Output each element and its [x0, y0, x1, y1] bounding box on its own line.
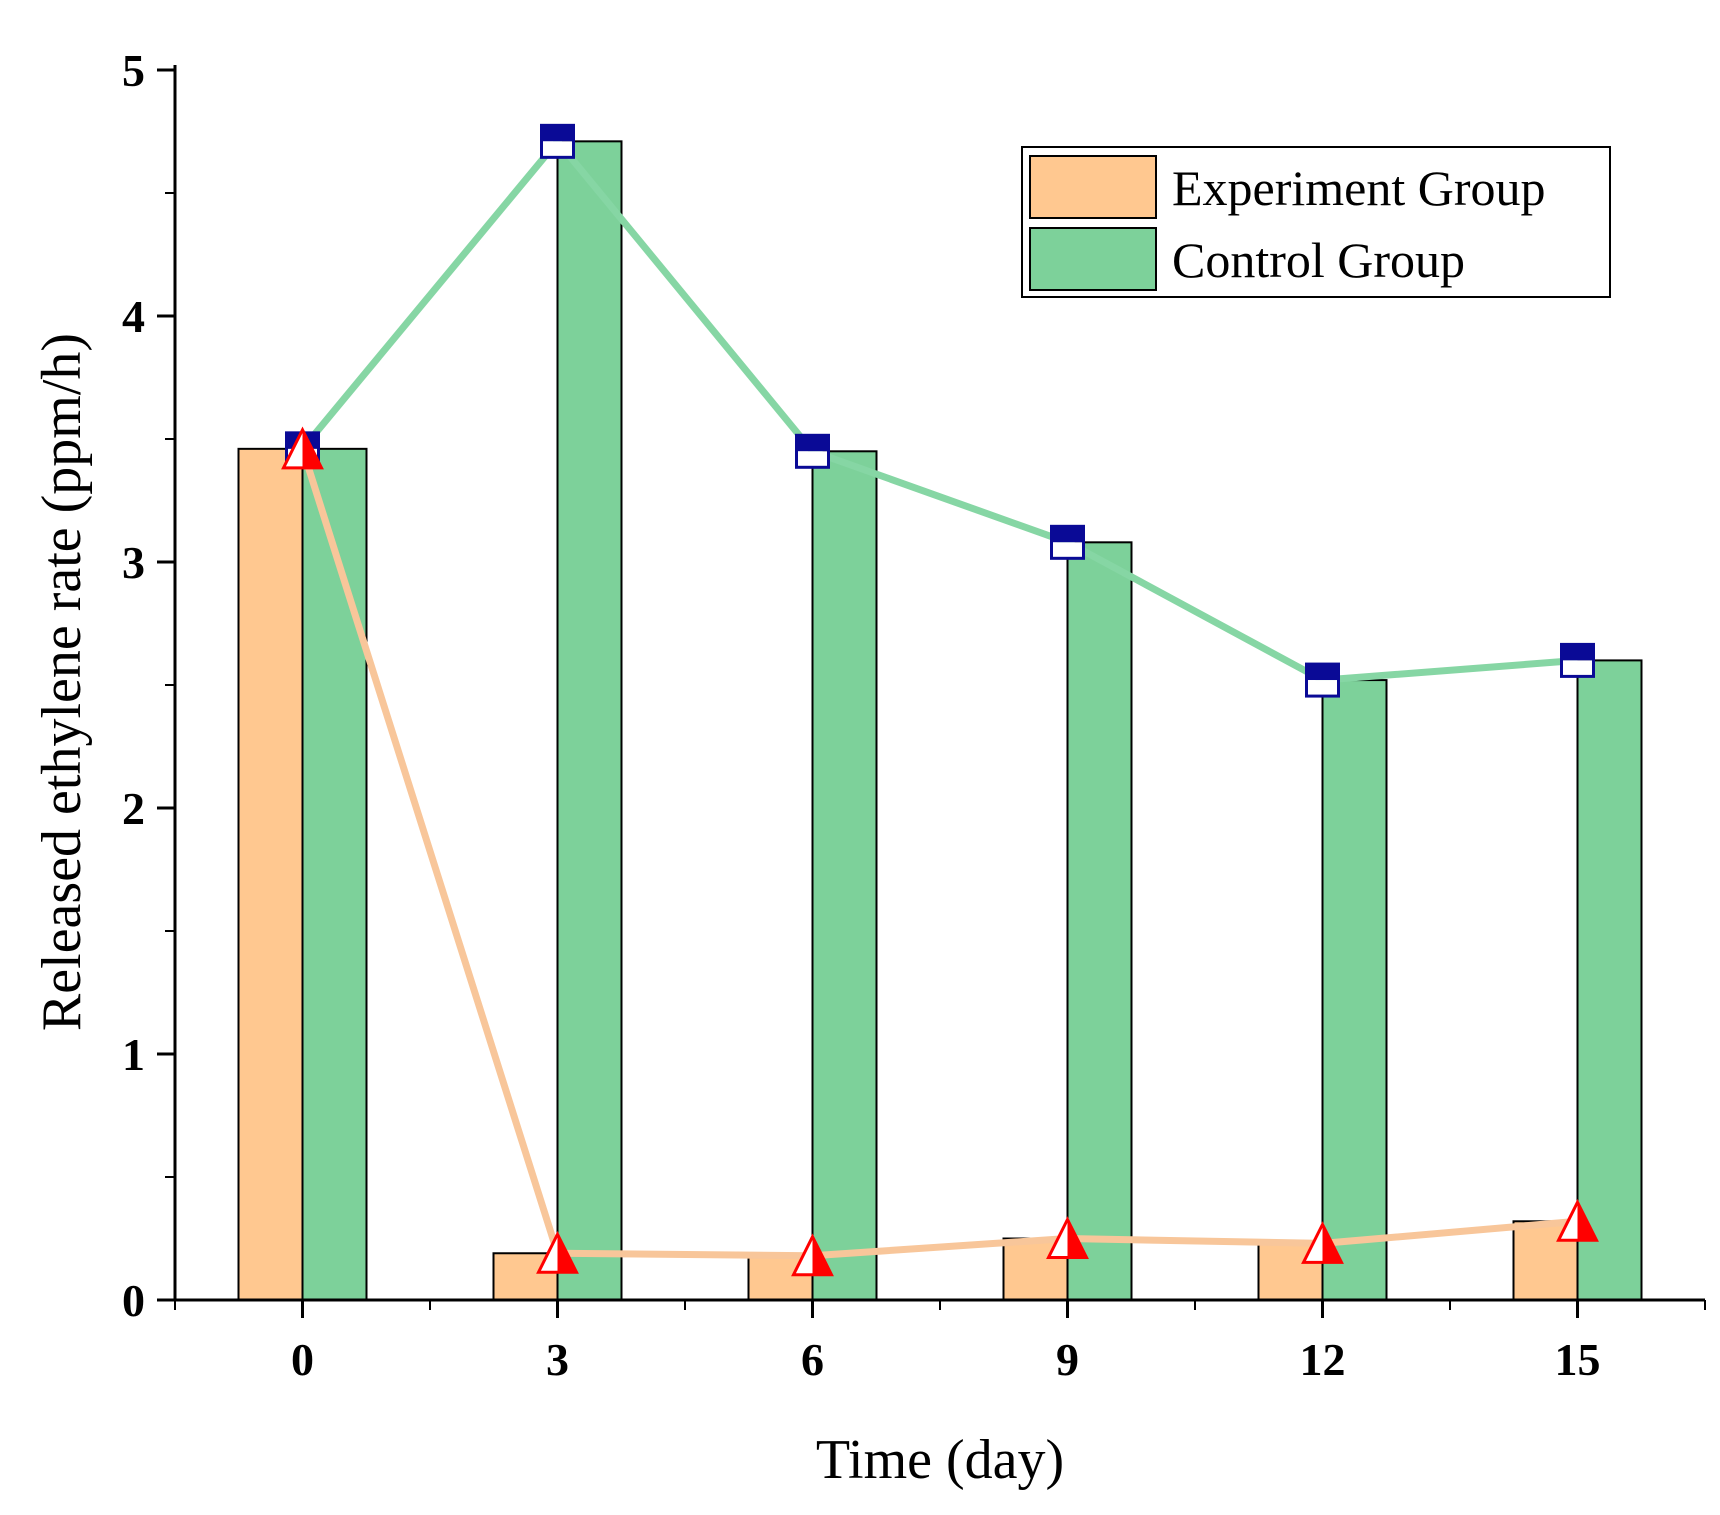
experiment-marker-day-15 [1556, 1198, 1599, 1242]
legend-label-experiment: Experiment Group [1172, 160, 1546, 216]
experiment-marker-day-9 [1046, 1216, 1089, 1259]
control-bar-day-6 [811, 450, 878, 1301]
experiment-series-line [299, 447, 1578, 1260]
legend: Experiment Group Control Group [1021, 146, 1611, 298]
y-tick-label-4: 4 [122, 291, 145, 342]
y-tick-label-5: 5 [122, 45, 145, 96]
control-bar-day-12 [1321, 679, 1388, 1301]
x-tick-label-12: 12 [1300, 1334, 1346, 1385]
experiment-marker-day-3 [536, 1230, 579, 1274]
y-axis-title: Released ethylene rate (ppm/h) [31, 333, 93, 1031]
y-tick-label-1: 1 [122, 1029, 145, 1080]
control-marker-day-15 [1560, 642, 1595, 678]
x-axis-title: Time (day) [816, 1429, 1064, 1491]
x-tick-label-6: 6 [801, 1334, 824, 1385]
y-tick-label-2: 2 [122, 783, 145, 834]
x-tick-label-0: 0 [291, 1334, 314, 1385]
control-marker-day-12 [1305, 662, 1340, 698]
experiment-marker-day-6 [791, 1233, 834, 1277]
legend-label-control: Control Group [1172, 232, 1465, 288]
legend-swatch-experiment [1029, 155, 1157, 219]
x-tick-label-3: 3 [546, 1334, 569, 1385]
control-marker-day-9 [1050, 524, 1085, 560]
control-marker-day-6 [795, 433, 830, 469]
control-bar-day-9 [1066, 541, 1133, 1301]
x-tick-label-15: 15 [1555, 1334, 1601, 1385]
legend-swatch-control [1029, 227, 1157, 291]
experiment-marker-day-0 [281, 426, 324, 470]
x-tick-label-9: 9 [1056, 1334, 1079, 1385]
experiment-marker-day-12 [1301, 1221, 1344, 1264]
y-tick-label-0: 0 [122, 1275, 145, 1326]
experiment-bar-day-0 [237, 447, 304, 1301]
control-bar-day-15 [1576, 659, 1643, 1301]
control-marker-day-3 [540, 123, 575, 159]
control-bar-day-3 [556, 140, 623, 1302]
y-tick-label-3: 3 [122, 537, 145, 588]
control-bar-day-0 [301, 447, 368, 1301]
control-series-line [299, 137, 1578, 684]
